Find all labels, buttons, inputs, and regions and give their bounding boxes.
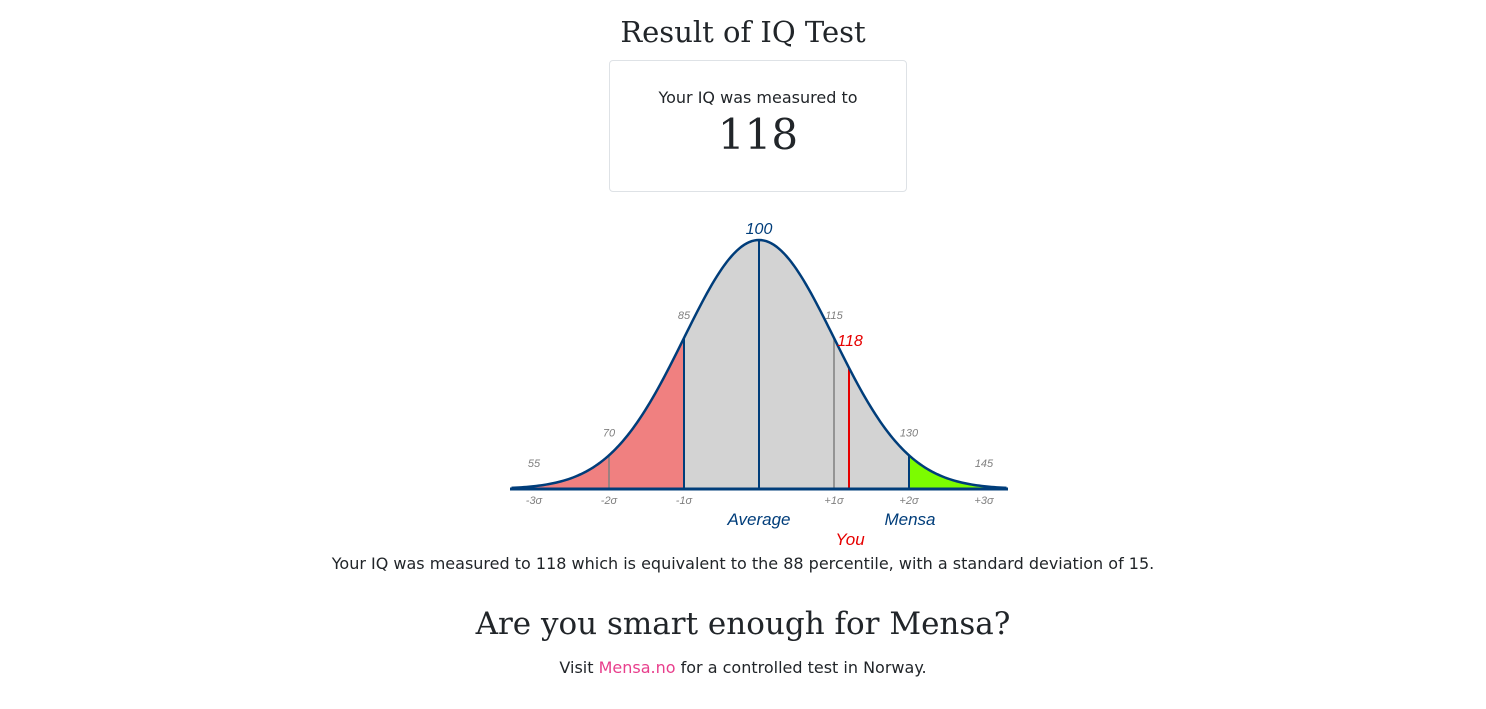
score-value-label: 118 — [837, 333, 863, 350]
result-value: 118 — [717, 110, 799, 159]
mensa-link[interactable]: Mensa.no — [598, 658, 676, 677]
distribution-region-0 — [534, 337, 684, 489]
result-label: Your IQ was measured to — [658, 88, 858, 107]
mensa-label: Mensa — [884, 510, 935, 529]
sigma-tick-label: +2σ — [899, 495, 919, 507]
sigma-tick-label: +3σ — [974, 495, 994, 507]
visit-line: Visit Mensa.no for a controlled test in … — [0, 656, 1486, 680]
sigma-tick-label: -3σ — [526, 495, 543, 507]
visit-suffix: for a controlled test in Norway. — [675, 658, 927, 677]
average-label: Average — [726, 510, 790, 529]
iq-tick-label-115: 115 — [825, 310, 843, 322]
sigma-tick-label: -2σ — [601, 495, 618, 507]
iq-distribution-chart: 55 -3σ 70 -2σ 85 -1σ 100 115 +1σ 130 +2σ 145 +3σ 118 A… — [510, 221, 1008, 549]
iq-tick-label-145: 145 — [975, 458, 994, 470]
visit-prefix: Visit — [559, 658, 599, 677]
mensa-heading: Are you smart enough for Mensa? — [475, 606, 1011, 642]
iq-tick-label-55: 55 — [528, 458, 541, 470]
bell-curve — [511, 238, 1007, 490]
iq-tick-label-130: 130 — [900, 427, 919, 439]
sigma-tick-label: +1σ — [824, 495, 844, 507]
sigma-tick-label: -1σ — [676, 495, 693, 507]
distribution-region-1 — [684, 240, 909, 489]
iq-tick-label-70: 70 — [603, 427, 616, 439]
page-title: Result of IQ Test — [620, 15, 866, 49]
iq-tick-label-85: 85 — [678, 310, 691, 322]
you-label: You — [835, 530, 865, 549]
summary-text: Your IQ was measured to 118 which is equ… — [331, 554, 1155, 573]
mean-iq-label: 100 — [746, 221, 773, 238]
result-card: Your IQ was measured to 118 — [609, 60, 907, 192]
distribution-region-2 — [909, 455, 984, 489]
